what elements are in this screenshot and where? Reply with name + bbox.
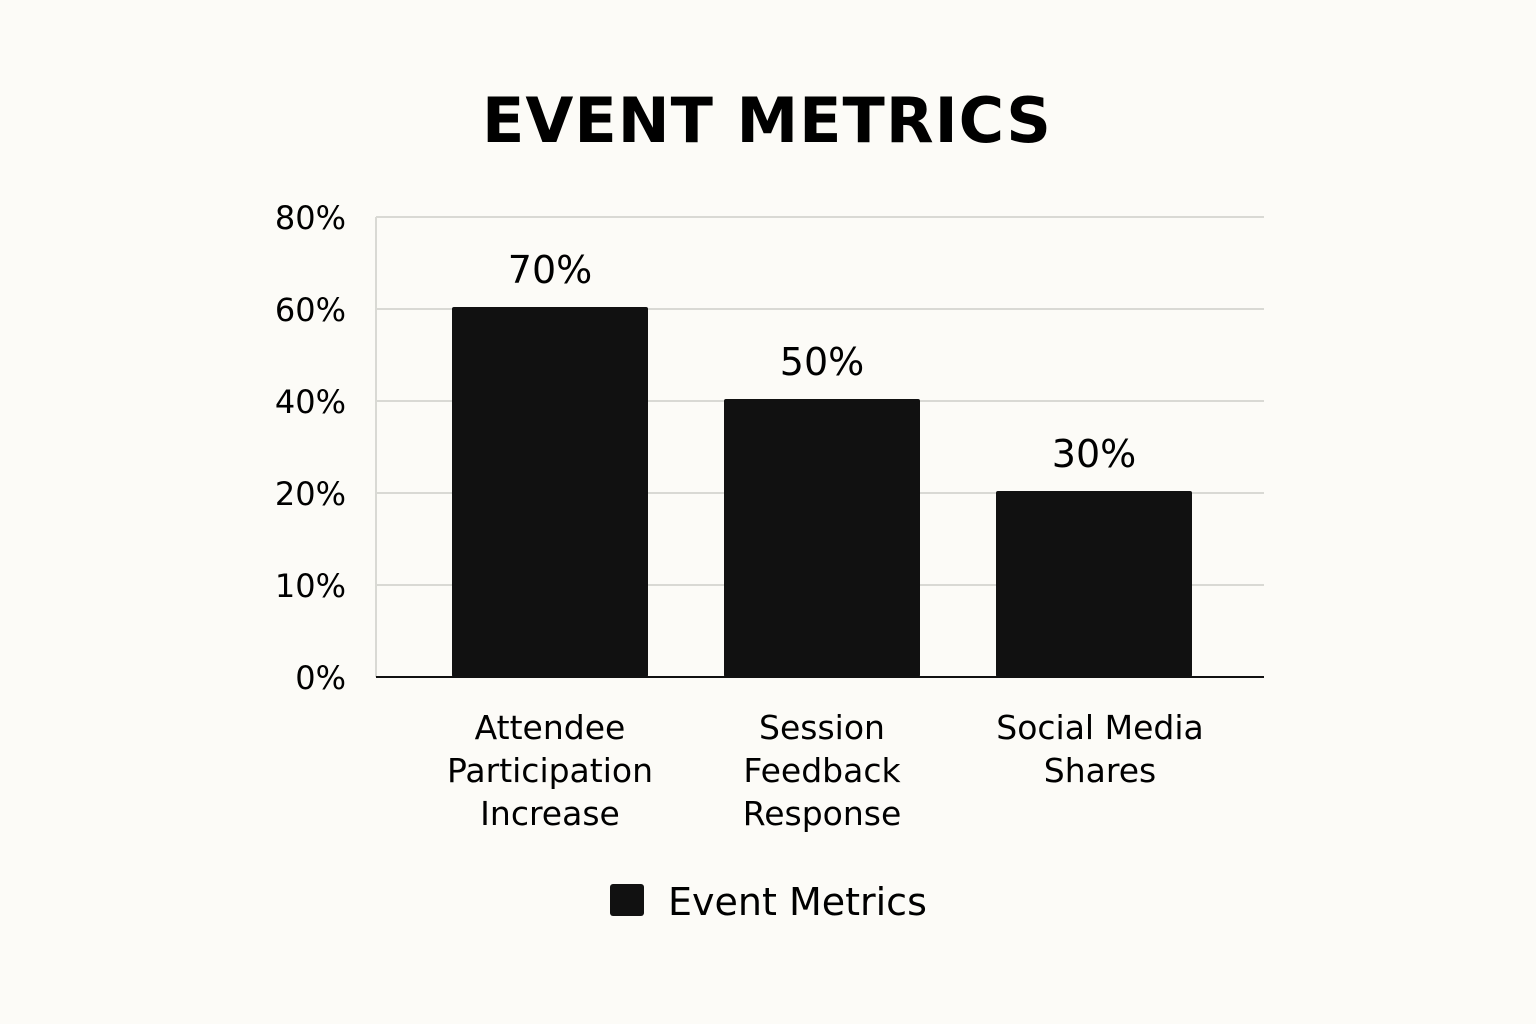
x-category-label: Session bbox=[759, 708, 885, 747]
bar bbox=[996, 491, 1192, 677]
legend-swatch bbox=[610, 884, 644, 916]
x-category-label: Social Media bbox=[996, 708, 1203, 747]
data-label: 70% bbox=[508, 248, 592, 292]
bar bbox=[452, 307, 648, 677]
x-category-label: Response bbox=[743, 794, 902, 833]
y-tick-label: 20% bbox=[275, 475, 346, 513]
y-tick-label: 80% bbox=[275, 199, 346, 237]
x-category-label: Participation bbox=[447, 751, 653, 790]
x-category-label: Attendee bbox=[475, 708, 626, 747]
y-tick-label: 40% bbox=[275, 383, 346, 421]
y-tick-label: 60% bbox=[275, 291, 346, 329]
y-tick-label: 10% bbox=[275, 567, 346, 605]
data-label: 50% bbox=[780, 340, 864, 384]
bar bbox=[724, 399, 920, 677]
x-category-label: Shares bbox=[1044, 751, 1156, 790]
data-label: 30% bbox=[1052, 432, 1136, 476]
x-category-label: Increase bbox=[480, 794, 620, 833]
chart-title: EVENT METRICS bbox=[482, 84, 1052, 157]
legend-label: Event Metrics bbox=[668, 880, 927, 924]
x-category-label: Feedback bbox=[743, 751, 901, 790]
y-tick-label: 0% bbox=[295, 659, 346, 697]
